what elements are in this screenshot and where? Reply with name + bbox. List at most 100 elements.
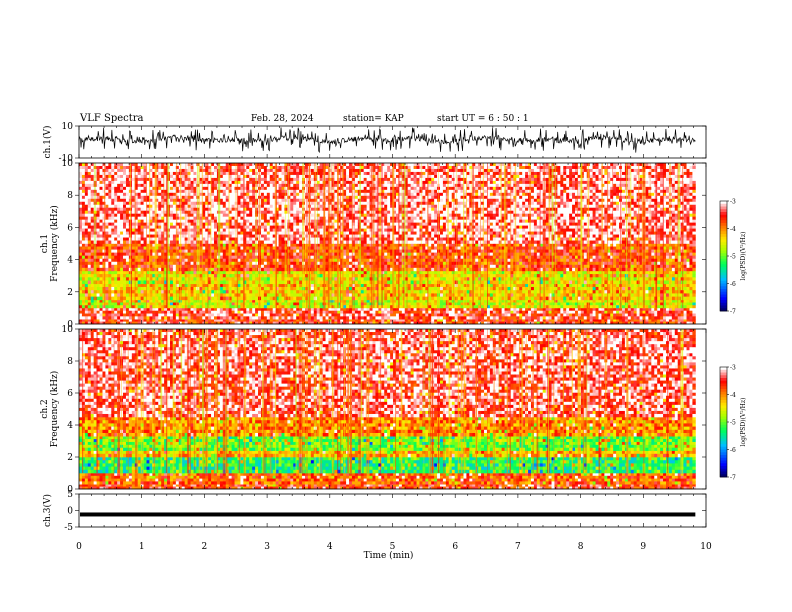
spectrogram-cell xyxy=(334,316,338,320)
spectrogram-cell xyxy=(108,310,112,314)
spectrogram-cell xyxy=(231,270,235,275)
spectrogram-cell xyxy=(158,313,162,317)
spectrogram-cell xyxy=(255,258,259,263)
spectrogram-cell xyxy=(351,286,356,291)
spectrogram-cell xyxy=(616,302,620,306)
spectrogram-cell xyxy=(190,274,194,278)
spectrogram-cell xyxy=(275,310,279,314)
spectrogram-cell xyxy=(466,274,470,278)
spectrogram-cell xyxy=(413,319,417,322)
spectrogram-cell xyxy=(583,277,588,281)
spectrogram-cell xyxy=(630,321,635,325)
spectrogram-cell xyxy=(390,302,394,306)
spectrogram-cell xyxy=(583,316,588,320)
spectrogram-cell xyxy=(686,283,690,288)
spectrogram-cell xyxy=(478,274,482,278)
spectrogram-cell xyxy=(566,296,570,301)
spectrogram-cell xyxy=(293,290,297,294)
spectrogram-cell xyxy=(199,261,203,266)
spectrogram-cell xyxy=(580,321,585,325)
spectrogram-cell xyxy=(211,255,215,259)
spectrogram-cell xyxy=(325,290,329,294)
spectrogram-cell xyxy=(99,307,103,312)
spectrogram-cell xyxy=(639,277,643,281)
spectrogram-cell xyxy=(137,313,142,317)
spectrogram-cell xyxy=(260,302,265,306)
spectrogram-cell xyxy=(108,307,112,312)
spectrogram-cell xyxy=(284,264,288,269)
spectrogram-cell xyxy=(225,249,230,253)
spectrogram-cell xyxy=(460,319,464,322)
spectrogram-cell xyxy=(645,274,649,278)
spectrogram-cell xyxy=(164,313,168,317)
spectrogram-cell xyxy=(175,290,180,294)
spectrogram-cell xyxy=(181,290,186,294)
spectrogram-cell xyxy=(128,319,133,322)
spectrogram-cell xyxy=(266,261,271,266)
spectrogram-cell xyxy=(260,274,265,278)
spectrogram-cell xyxy=(607,277,611,281)
spectrogram-cell xyxy=(164,299,168,303)
spectrogram-cell xyxy=(440,305,444,309)
spectrogram-cell xyxy=(630,270,635,275)
spectrogram-cell xyxy=(231,277,235,281)
spectrogram-cell xyxy=(445,321,450,325)
spectrogram-cell xyxy=(302,307,306,312)
spectrogram-cell xyxy=(633,270,638,275)
spectrogram-cell xyxy=(343,255,347,259)
spectrogram-cell xyxy=(360,290,365,294)
spectrogram-cell xyxy=(161,316,165,320)
spectrogram-cell xyxy=(557,296,561,301)
spectrogram-cell xyxy=(231,286,235,291)
spectrogram-cell xyxy=(149,258,153,263)
spectrogram-cell xyxy=(237,319,241,322)
spectrogram-cell xyxy=(360,277,365,281)
spectrogram-cell xyxy=(290,299,294,303)
spectrogram-cell xyxy=(589,319,594,322)
spectrogram-cell xyxy=(310,305,315,309)
spectrogram-cell xyxy=(296,313,300,317)
spectrogram-cell xyxy=(111,264,115,269)
spectrogram-cell xyxy=(616,280,620,285)
spectrogram-cell xyxy=(255,277,259,281)
spectrogram-cell xyxy=(434,307,438,312)
spectrogram-cell xyxy=(105,280,109,285)
spectrogram-cell xyxy=(507,286,511,291)
spectrogram-cell xyxy=(404,243,409,247)
spectrogram-cell xyxy=(252,249,256,253)
spectrogram-cell xyxy=(633,299,638,303)
spectrogram-cell xyxy=(237,252,241,256)
spectrogram-cell xyxy=(410,296,414,301)
spectrogram-cell xyxy=(158,246,162,250)
spectrogram-cell xyxy=(219,261,224,266)
spectrogram-cell xyxy=(428,264,432,269)
spectrogram-cell xyxy=(275,277,279,281)
spectrogram-cell xyxy=(360,255,365,259)
spectrogram-cell xyxy=(81,316,86,320)
spectrogram-cell xyxy=(404,307,409,312)
spectrogram-cell xyxy=(425,252,429,256)
spectrogram-cell xyxy=(123,319,127,322)
spectrogram-cell xyxy=(346,243,350,247)
spectrogram-cell xyxy=(639,299,643,303)
spectrogram-cell xyxy=(337,270,341,275)
spectrogram-cell xyxy=(513,313,517,317)
spectrogram-cell xyxy=(522,274,526,278)
spectrogram-cell xyxy=(105,310,109,314)
spectrogram-cell xyxy=(299,280,303,285)
spectrogram-cell xyxy=(161,319,165,322)
spectrogram-cell xyxy=(595,270,599,275)
spectrogram-cell xyxy=(307,321,312,325)
spectrogram-cell xyxy=(120,307,124,312)
spectrogram-cell xyxy=(111,249,115,253)
spectrogram-cell xyxy=(366,277,370,281)
spectrogram-cell xyxy=(249,249,253,253)
spectrogram-cell xyxy=(164,286,168,291)
spectrogram-cell xyxy=(689,280,693,285)
spectrogram-cell xyxy=(478,302,482,306)
spectrogram-cell xyxy=(243,307,247,312)
spectrogram-cell xyxy=(164,249,168,253)
spectrogram-cell xyxy=(252,267,256,272)
spectrogram-cell xyxy=(533,321,538,325)
spectrogram-cell xyxy=(657,296,661,301)
